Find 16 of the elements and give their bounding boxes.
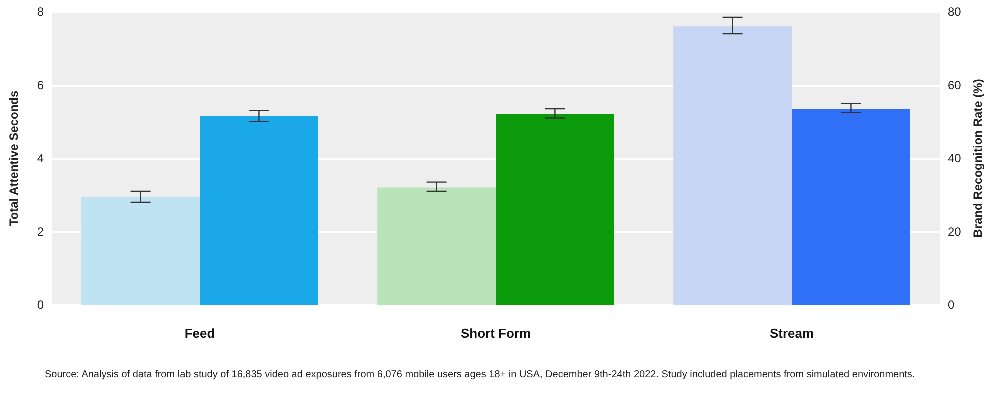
x-tick-label: Stream: [770, 326, 814, 341]
y-tick-label: 6: [37, 78, 44, 92]
y2-axis-title: Brand Recognition Rate (%): [971, 79, 986, 238]
y-tick-label: 0: [37, 298, 44, 312]
y2-tick-label: 60: [948, 78, 962, 92]
y-tick-label: 4: [37, 152, 44, 166]
y-tick-label: 8: [37, 5, 44, 19]
y-axis-title: Total Attentive Seconds: [7, 90, 21, 226]
source-note: Source: Analysis of data from lab study of 16,835 video ad exposures from 6,076 mobile users ages 18+ in USA, December 9th-24th 2022. Study included placements from simulated environments.: [45, 370, 916, 380]
x-tick-label: Short Form: [460, 326, 532, 341]
y2-tick-label: 80: [948, 5, 962, 19]
y2-tick-label: 20: [948, 224, 962, 239]
y2-tick-label: 40: [948, 152, 962, 166]
x-tick-label: Feed: [184, 326, 216, 341]
y-tick-label: 2: [37, 224, 44, 239]
y2-tick-label: 0: [948, 298, 955, 312]
